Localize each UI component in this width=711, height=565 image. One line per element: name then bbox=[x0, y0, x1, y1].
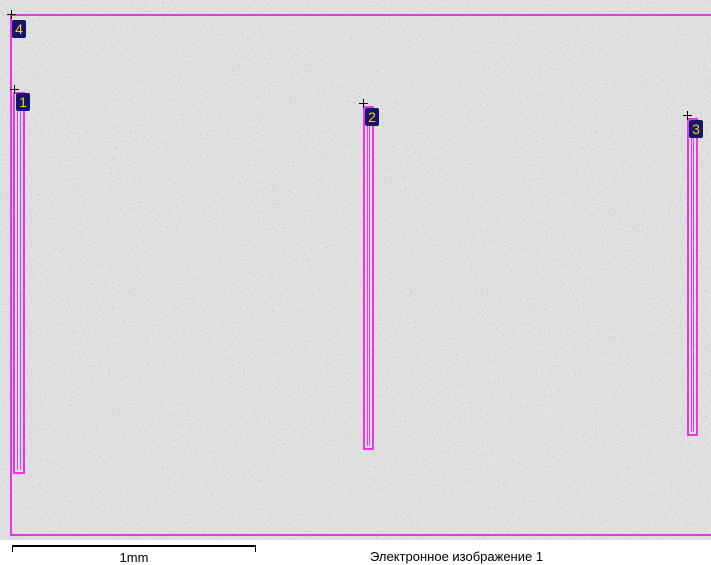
scale-bar-label: 1mm bbox=[119, 550, 149, 565]
region-4-outline[interactable] bbox=[10, 14, 711, 536]
region-4-anchor-icon bbox=[7, 10, 16, 19]
image-caption: Электронное изображение 1 bbox=[370, 549, 544, 564]
region-2-label: 2 bbox=[365, 108, 379, 126]
region-1-anchor-icon bbox=[10, 85, 19, 94]
region-3-anchor-icon bbox=[683, 111, 692, 120]
region-2-outline[interactable] bbox=[363, 106, 374, 450]
region-3-label: 3 bbox=[689, 120, 703, 138]
scale-bar bbox=[12, 545, 256, 552]
region-3-outline[interactable] bbox=[687, 118, 698, 436]
electron-image-viewer[interactable]: 4 1 2 3 bbox=[0, 0, 711, 540]
sem-micrograph bbox=[0, 0, 711, 540]
region-2-anchor-icon bbox=[359, 99, 368, 108]
region-1-outline[interactable] bbox=[13, 92, 25, 474]
region-4-label: 4 bbox=[12, 20, 26, 38]
region-1-label: 1 bbox=[16, 93, 30, 111]
